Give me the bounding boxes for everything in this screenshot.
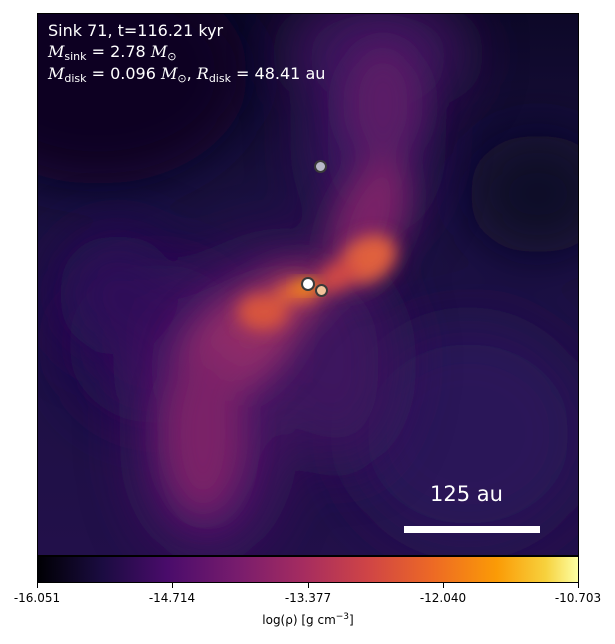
sink-central — [301, 277, 315, 291]
scale-bar — [404, 526, 540, 533]
colorbar-tick-label: -12.040 — [419, 591, 467, 605]
sink-upper — [314, 160, 327, 173]
colorbar-tick-label: -16.051 — [13, 591, 61, 605]
colorbar-tick — [37, 583, 38, 588]
colorbar-label: log(ρ) [g cm−3] — [262, 612, 354, 627]
scale-bar-label: 125 au — [430, 482, 503, 506]
colorbar-tick-label: -14.714 — [148, 591, 196, 605]
sink-mass-label: Msink = 2.78 M⊙ — [48, 42, 177, 63]
density-map-panel: Sink 71, t=116.21 kyr Msink = 2.78 M⊙ Md… — [37, 13, 579, 556]
colorbar-tick-label: -13.377 — [284, 591, 332, 605]
colorbar-tick — [578, 583, 579, 588]
density-map-image — [38, 14, 578, 555]
disk-properties-label: Mdisk = 0.096 M⊙, Rdisk = 48.41 au — [48, 64, 326, 85]
colorbar-tick — [172, 583, 173, 588]
sink-title: Sink 71, t=116.21 kyr — [48, 21, 224, 40]
colorbar-tick-label: -10.703 — [554, 591, 602, 605]
colorbar-tick — [443, 583, 444, 588]
sink-companion — [315, 284, 328, 297]
colorbar — [37, 556, 579, 583]
colorbar-tick — [308, 583, 309, 588]
